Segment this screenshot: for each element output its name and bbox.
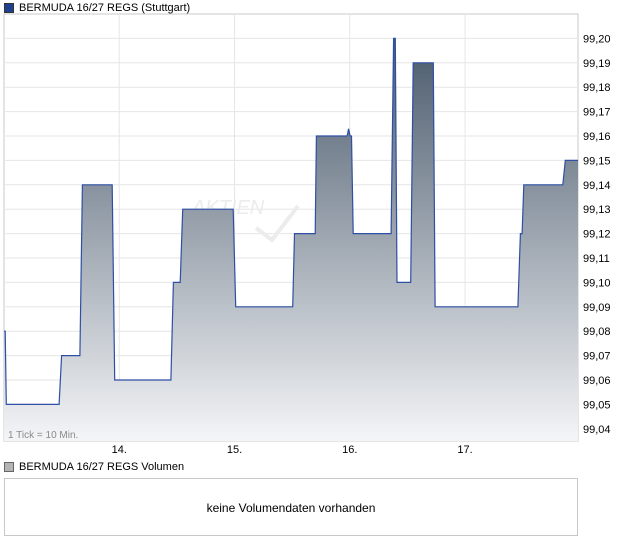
y-tick-label: 99,13 [583, 204, 611, 216]
y-tick-label: 99,18 [583, 82, 611, 94]
y-tick-label: 99,12 [583, 229, 611, 241]
y-tick-label: 99,10 [583, 277, 611, 289]
main-legend-swatch [4, 3, 14, 13]
watermark-check-icon [254, 204, 300, 243]
volume-legend: BERMUDA 16/27 REGS Volumen [4, 461, 184, 473]
price-chart: AKTIEN 99,0499,0599,0699,0799,0899,0999,… [3, 13, 611, 456]
y-tick-label: 99,07 [583, 351, 611, 363]
y-tick-label: 99,16 [583, 131, 611, 143]
tick-note: 1 Tick = 10 Min. [8, 430, 78, 441]
y-tick-label: 99,15 [583, 155, 611, 167]
x-tick-label: 15. [227, 444, 242, 456]
y-tick-label: 99,06 [583, 375, 611, 387]
y-tick-label: 99,05 [583, 399, 611, 411]
price-line [4, 37, 578, 405]
y-tick-label: 99,11 [583, 253, 610, 265]
x-tick-label: 17. [457, 444, 472, 456]
y-tick-label: 99,19 [583, 58, 611, 70]
volume-empty-message: keine Volumendaten vorhanden [206, 501, 376, 515]
y-tick-label: 99,04 [583, 424, 611, 436]
main-legend: BERMUDA 16/27 REGS (Stuttgart) [4, 2, 190, 14]
y-tick-label: 99,20 [583, 33, 611, 45]
y-tick-label: 99,09 [583, 302, 611, 314]
volume-legend-label: BERMUDA 16/27 REGS Volumen [19, 461, 185, 473]
y-tick-label: 99,17 [583, 107, 611, 119]
main-legend-label: BERMUDA 16/27 REGS (Stuttgart) [19, 2, 191, 14]
x-tick-label: 16. [342, 444, 357, 456]
x-axis: 14. 15. 16. 17. [112, 444, 473, 456]
volume-panel: keine Volumendaten vorhanden [4, 478, 578, 536]
price-area [4, 38, 578, 442]
y-axis: 99,04 99,05 99,06 99,07 99,08 99,09 99,10 99,11… [583, 33, 611, 435]
y-tick-label: 99,08 [583, 326, 611, 338]
volume-legend-swatch [4, 462, 14, 472]
x-tick-label: 14. [112, 444, 127, 456]
y-tick-label: 99,14 [583, 180, 611, 192]
